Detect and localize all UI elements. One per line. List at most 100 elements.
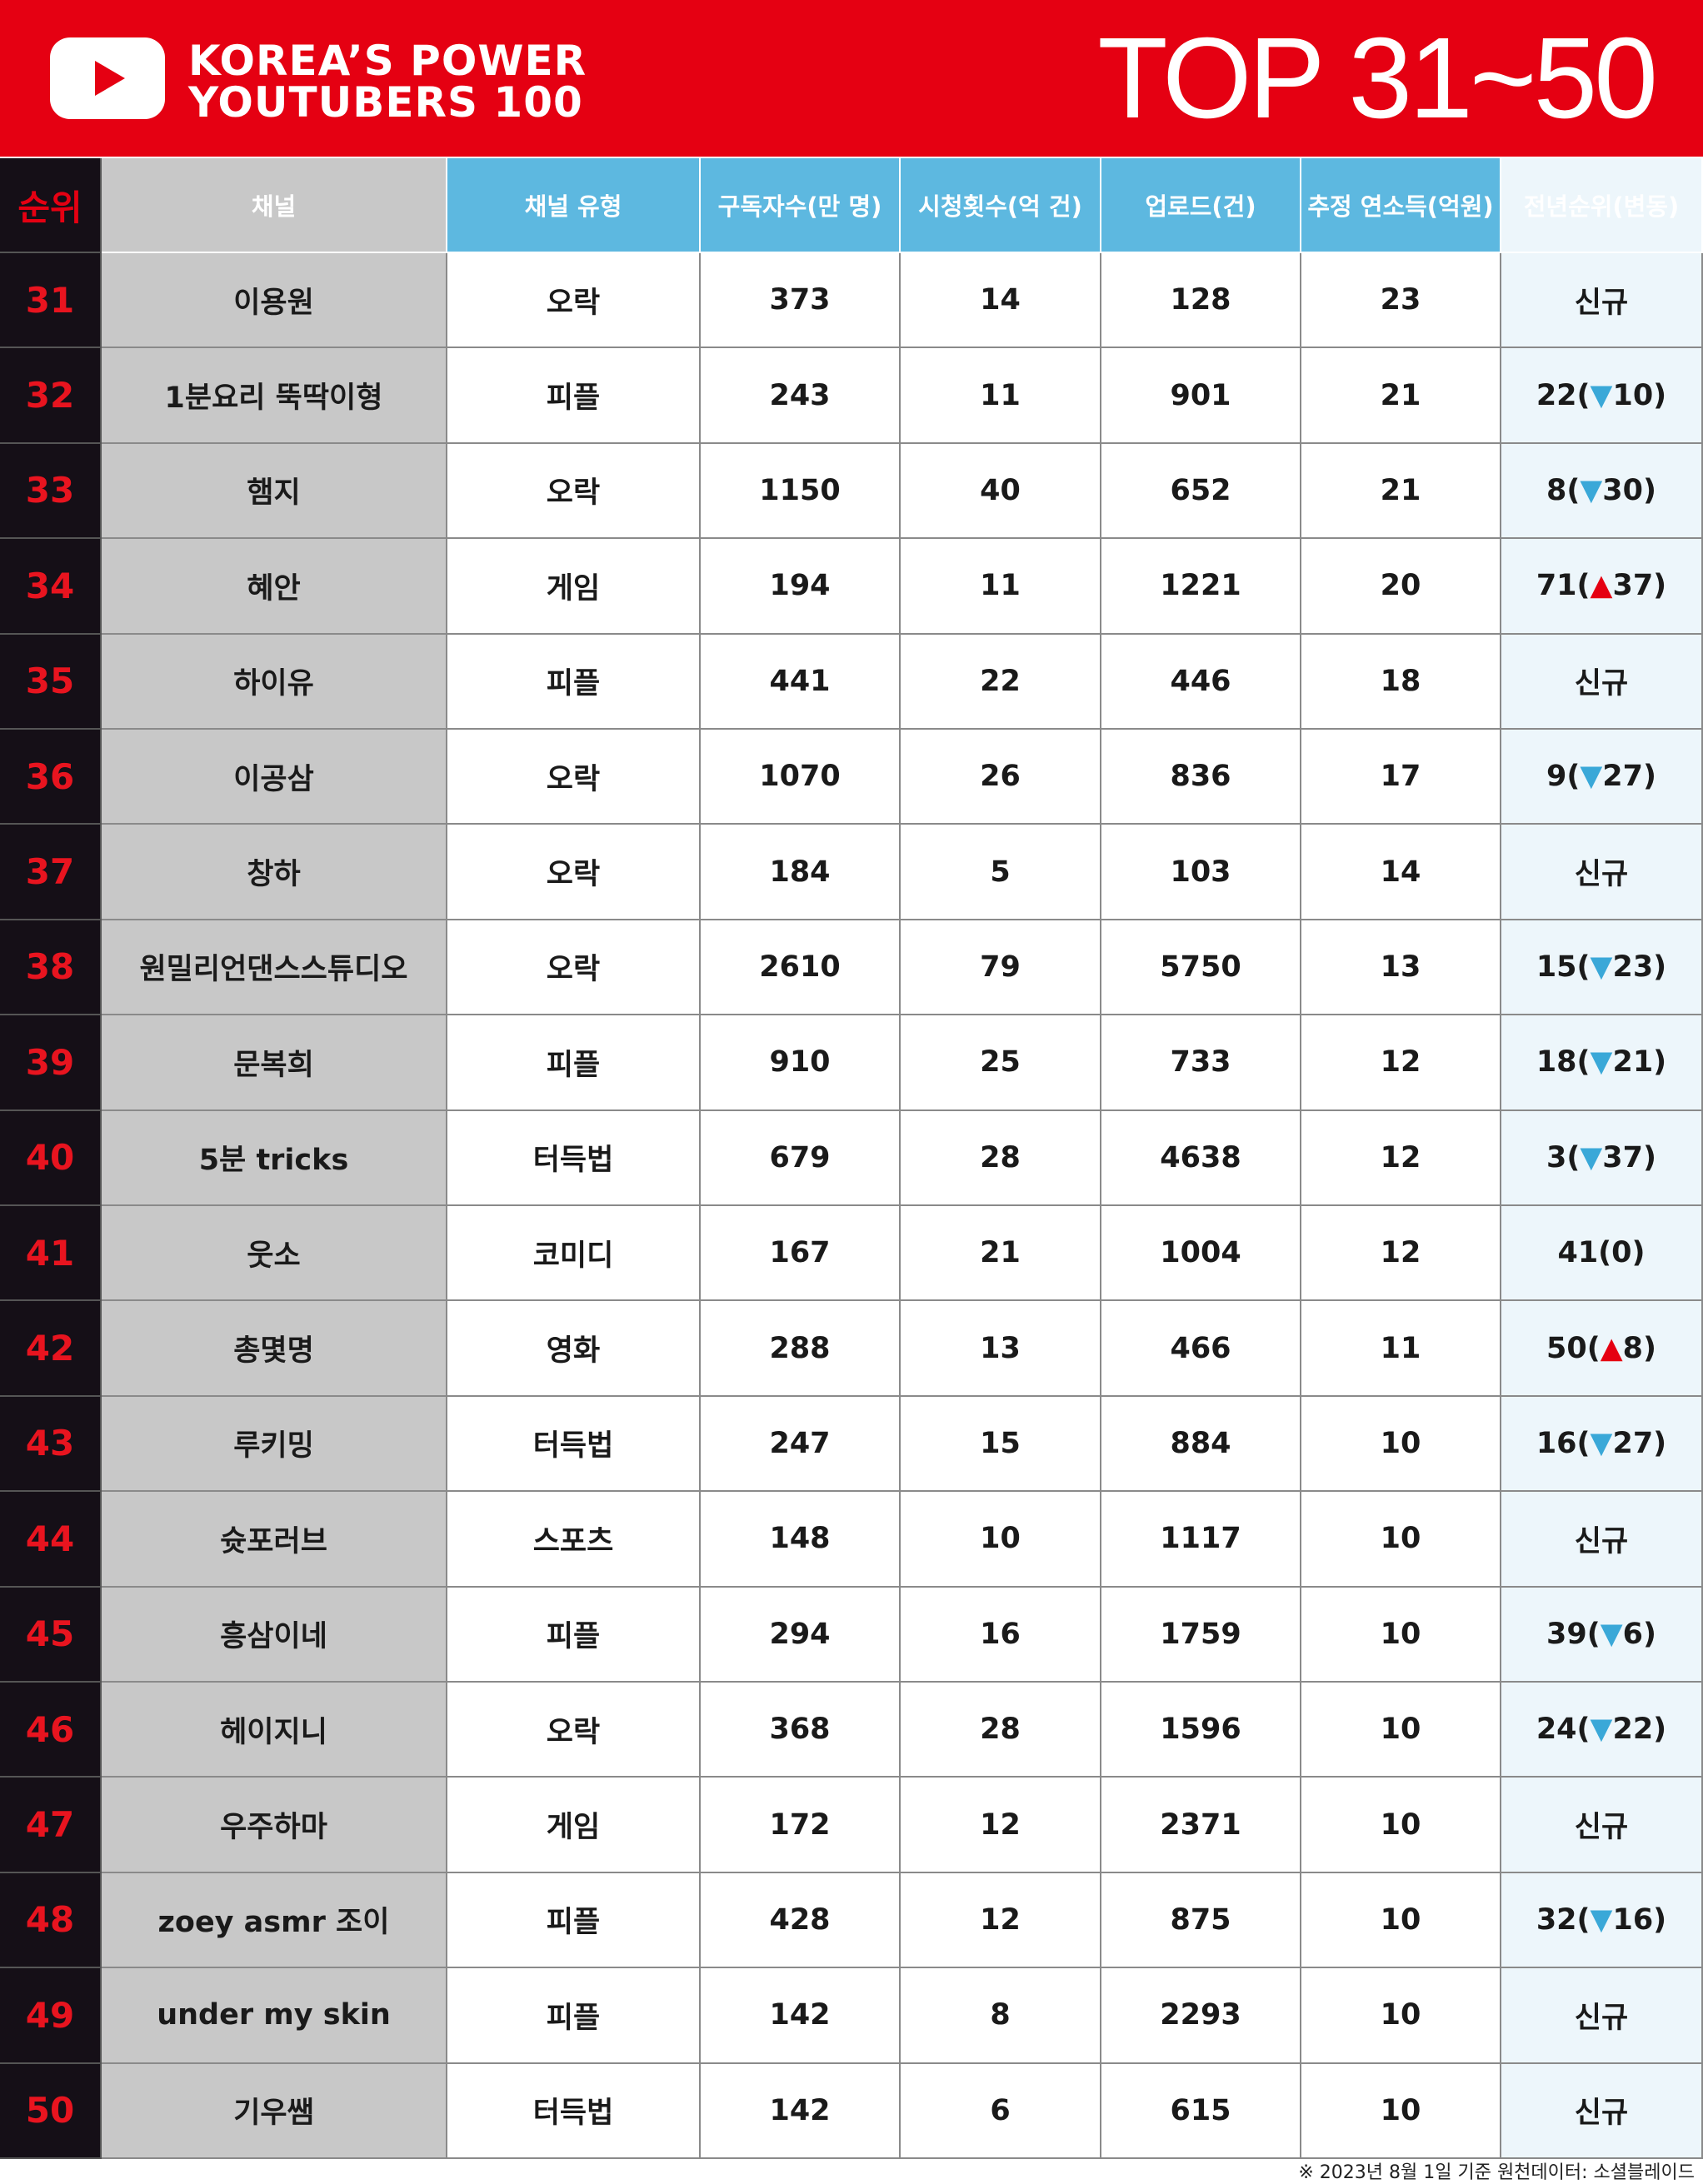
table-cell: 신규: [1501, 253, 1703, 349]
table-cell: 이용원: [102, 253, 447, 349]
table-cell: 39: [0, 1015, 102, 1111]
table-cell: 836: [1101, 730, 1301, 825]
table-cell: 루키밍: [102, 1396, 447, 1493]
table-cell: 34: [0, 539, 102, 635]
table-cell: 615: [1101, 2063, 1301, 2159]
table-cell: 28: [901, 1110, 1101, 1206]
table-cell: 오락: [447, 730, 701, 825]
table-cell: 46: [0, 1683, 102, 1778]
table-cell: 910: [701, 1015, 901, 1111]
column-header: 채널 유형: [447, 158, 701, 253]
table-cell: 184: [701, 825, 901, 920]
table-cell: 247: [701, 1396, 901, 1493]
table-cell: 1221: [1101, 539, 1301, 635]
table-cell: 901: [1101, 348, 1301, 444]
column-header: 전년순위(변동): [1501, 158, 1703, 253]
table-cell: 10: [1301, 1872, 1501, 1969]
table-cell: 2371: [1101, 1778, 1301, 1873]
table-cell: 32: [0, 348, 102, 444]
table-cell: 12: [1301, 1206, 1501, 1302]
table-cell: 22: [901, 634, 1101, 730]
table-cell: 우주하마: [102, 1778, 447, 1873]
table-cell: 45: [0, 1587, 102, 1683]
table-cell: 신규: [1501, 1968, 1703, 2064]
table-cell: 신규: [1501, 634, 1703, 730]
footnote: ※ 2023년 8월 1일 기준 원천데이터: 소셜블레이드: [1298, 2162, 1695, 2183]
table-cell: 문복희: [102, 1015, 447, 1111]
table-cell: 13: [901, 1301, 1101, 1397]
table-cell: 피플: [447, 634, 701, 730]
table-cell: 11: [1301, 1301, 1501, 1397]
table-cell: 373: [701, 253, 901, 349]
column-header: 채널: [102, 158, 447, 253]
table-cell: 21: [1301, 348, 1501, 444]
change-arrow: ▼: [1580, 1140, 1603, 1174]
table-cell: 441: [701, 634, 901, 730]
header-banner: KOREA’S POWER YOUTUBERS 100 TOP 31~50: [0, 0, 1703, 157]
table-cell: 피플: [447, 1968, 701, 2064]
table-cell: 44: [0, 1492, 102, 1588]
table-cell: 1150: [701, 443, 901, 540]
table-cell: 흥삼이네: [102, 1587, 447, 1683]
table-cell: 3(▼ 37): [1501, 1110, 1703, 1206]
table-cell: 오락: [447, 1683, 701, 1778]
table-cell: 신규: [1501, 2063, 1703, 2159]
table-cell: 18: [1301, 634, 1501, 730]
change-arrow: ▼: [1590, 1045, 1613, 1080]
table-cell: 21: [901, 1206, 1101, 1302]
table-cell: 48: [0, 1872, 102, 1969]
table-cell: 2610: [701, 920, 901, 1016]
table-cell: 11: [901, 539, 1101, 635]
table-cell: 1분요리 뚝딱이형: [102, 348, 447, 444]
table-cell: 10: [1301, 1492, 1501, 1588]
table-cell: 창하: [102, 825, 447, 920]
table-cell: 12: [1301, 1110, 1501, 1206]
table-cell: 31: [0, 253, 102, 349]
table-cell: 32(▼ 16): [1501, 1872, 1703, 1969]
table-cell: 25: [901, 1015, 1101, 1111]
table-cell: 10: [1301, 1587, 1501, 1683]
column-header: 시청횟수(억 건): [901, 158, 1101, 253]
table-cell: 33: [0, 443, 102, 540]
change-arrow: ▼: [1590, 950, 1613, 984]
column-header: 업로드(건): [1101, 158, 1301, 253]
change-arrow: ▼: [1580, 473, 1603, 507]
change-arrow: ▼: [1590, 378, 1613, 412]
table-cell: 기우쌤: [102, 2063, 447, 2159]
table-cell: 12: [901, 1778, 1101, 1873]
change-arrow: ▼: [1590, 1713, 1613, 1747]
table-cell: 21: [1301, 443, 1501, 540]
column-header: 순위: [0, 158, 102, 253]
table-cell: 웃소: [102, 1206, 447, 1302]
table-cell: 코미디: [447, 1206, 701, 1302]
table-cell: 15: [901, 1396, 1101, 1493]
table-cell: 42: [0, 1301, 102, 1397]
table-cell: 13: [1301, 920, 1501, 1016]
table-cell: 터득법: [447, 2063, 701, 2159]
table-cell: 오락: [447, 443, 701, 540]
table-cell: 22(▼ 10): [1501, 348, 1703, 444]
table-cell: 679: [701, 1110, 901, 1206]
table-cell: 1070: [701, 730, 901, 825]
table-cell: 11: [901, 348, 1101, 444]
table-cell: 10: [1301, 1968, 1501, 2064]
table-cell: 8(▼ 30): [1501, 443, 1703, 540]
table-cell: 1117: [1101, 1492, 1301, 1588]
column-header: 구독자수(만 명): [701, 158, 901, 253]
table-cell: 23: [1301, 253, 1501, 349]
table-cell: 5: [901, 825, 1101, 920]
table-cell: 47: [0, 1778, 102, 1873]
table-cell: 18(▼ 21): [1501, 1015, 1703, 1111]
table-cell: 신규: [1501, 1492, 1703, 1588]
table-cell: 4638: [1101, 1110, 1301, 1206]
table-cell: 원밀리언댄스스튜디오: [102, 920, 447, 1016]
table-cell: 49: [0, 1968, 102, 2064]
column-header: 추정 연소득(억원): [1301, 158, 1501, 253]
change-arrow: ▼: [1580, 760, 1603, 794]
table-cell: 172: [701, 1778, 901, 1873]
table-cell: 26: [901, 730, 1101, 825]
title-line: KOREA’S POWER: [188, 37, 587, 85]
table-cell: 신규: [1501, 1778, 1703, 1873]
table-cell: 16(▼ 27): [1501, 1396, 1703, 1493]
table-cell: 15(▼ 23): [1501, 920, 1703, 1016]
